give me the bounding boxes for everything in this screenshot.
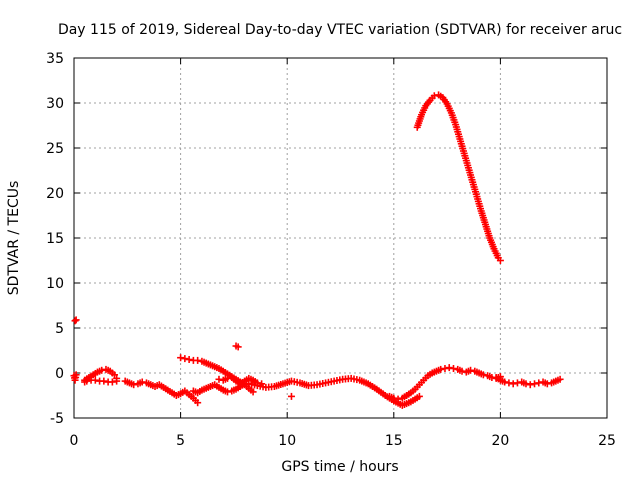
data-point bbox=[394, 395, 402, 403]
x-axis-label: GPS time / hours bbox=[281, 459, 398, 475]
data-point bbox=[441, 365, 449, 372]
grid-lines bbox=[74, 58, 607, 418]
data-point bbox=[234, 343, 242, 351]
data-point bbox=[449, 365, 457, 372]
x-tick-label: 25 bbox=[598, 433, 616, 449]
y-tick-label: 25 bbox=[46, 141, 64, 157]
data-point bbox=[430, 92, 438, 100]
x-tick-labels: 0 5 10 15 20 25 bbox=[70, 433, 616, 449]
y-tick-label: 30 bbox=[46, 96, 64, 112]
data-point bbox=[113, 377, 121, 385]
data-point bbox=[71, 317, 79, 325]
axis-ticks bbox=[73, 57, 608, 419]
data-point bbox=[415, 392, 423, 400]
data-point bbox=[181, 355, 189, 363]
data-point bbox=[556, 375, 564, 383]
data-point bbox=[505, 379, 513, 387]
data-point bbox=[249, 388, 257, 396]
data-point bbox=[496, 257, 504, 264]
data-point bbox=[287, 392, 295, 400]
data-point bbox=[215, 375, 223, 383]
y-tick-label: 35 bbox=[46, 51, 64, 67]
data-point bbox=[111, 371, 119, 379]
data-point bbox=[96, 377, 104, 385]
data-points bbox=[70, 91, 564, 409]
y-tick-label: 5 bbox=[55, 321, 64, 337]
data-point bbox=[513, 379, 521, 387]
data-point bbox=[177, 354, 185, 362]
data-point bbox=[458, 367, 466, 375]
data-point bbox=[531, 380, 539, 388]
data-point bbox=[522, 380, 530, 388]
data-point bbox=[437, 365, 445, 373]
y-axis-label: SDTVAR / TECUs bbox=[6, 181, 22, 296]
data-point bbox=[185, 356, 193, 363]
data-point bbox=[194, 399, 202, 407]
data-point bbox=[130, 381, 138, 389]
y-tick-label: 0 bbox=[55, 366, 64, 382]
data-point bbox=[98, 366, 106, 374]
x-tick-label: 0 bbox=[70, 433, 79, 449]
x-tick-label: 5 bbox=[176, 433, 185, 449]
y-tick-label: 10 bbox=[46, 276, 64, 292]
data-point bbox=[543, 380, 551, 388]
x-tick-label: 15 bbox=[385, 433, 403, 449]
data-point bbox=[72, 316, 80, 324]
data-point bbox=[535, 379, 543, 387]
data-point bbox=[138, 378, 146, 386]
data-point bbox=[87, 376, 95, 384]
chart-title: Day 115 of 2019, Sidereal Day-to-day VTE… bbox=[58, 22, 622, 38]
data-point bbox=[390, 394, 398, 402]
y-tick-labels: -5 0 5 10 15 20 25 30 35 bbox=[46, 51, 64, 427]
data-point bbox=[72, 371, 80, 379]
data-point bbox=[467, 366, 475, 374]
x-tick-label: 10 bbox=[278, 433, 296, 449]
data-point bbox=[104, 378, 112, 386]
y-tick-label: -5 bbox=[50, 411, 64, 427]
x-tick-label: 20 bbox=[491, 433, 509, 449]
data-point bbox=[501, 378, 509, 386]
y-tick-label: 20 bbox=[46, 186, 64, 202]
y-tick-label: 15 bbox=[46, 231, 64, 247]
data-point bbox=[81, 378, 89, 386]
data-point bbox=[445, 364, 453, 372]
data-point bbox=[194, 356, 202, 364]
data-point bbox=[479, 371, 487, 379]
data-point bbox=[224, 374, 232, 382]
data-point bbox=[224, 388, 232, 396]
data-point bbox=[509, 380, 517, 388]
data-point bbox=[526, 381, 534, 389]
